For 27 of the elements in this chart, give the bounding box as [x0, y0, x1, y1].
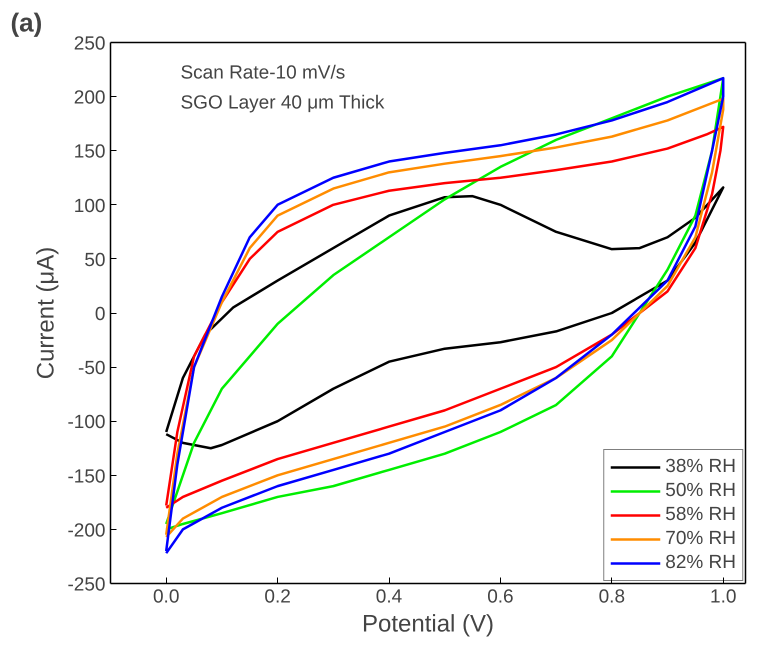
legend-label: 82% RH — [665, 552, 736, 574]
y-axis-title: Current (μA) — [32, 246, 60, 380]
legend-label: 38% RH — [665, 456, 736, 478]
y-tick-label: 250 — [74, 34, 106, 54]
y-tick-label: -150 — [67, 466, 106, 488]
y-tick-label: -200 — [67, 520, 106, 542]
x-tick-label: 0.4 — [376, 586, 403, 608]
x-tick-label: 0.8 — [598, 586, 626, 608]
text: (a) — [10, 8, 42, 38]
legend-label: 50% RH — [665, 480, 736, 502]
y-tick-label: 50 — [84, 250, 106, 271]
x-axis-title: Potential (V) — [362, 610, 494, 638]
y-tick-label: 200 — [74, 88, 106, 109]
x-tick-label: 1.0 — [710, 586, 736, 608]
y-tick-label: -250 — [67, 574, 106, 596]
y-tick-label: -100 — [67, 412, 106, 434]
y-tick-label: 0 — [94, 304, 106, 325]
y-tick-label: 150 — [74, 142, 106, 163]
legend-label: 58% RH — [665, 504, 736, 526]
y-tick-label: -50 — [78, 358, 106, 380]
annotation: SGO Layer 40 μm Thick — [180, 92, 385, 114]
legend-label: 70% RH — [665, 528, 736, 550]
x-tick-label: 0.6 — [487, 586, 514, 608]
x-tick-label: 0.2 — [264, 586, 291, 608]
y-tick-label: 100 — [74, 196, 106, 217]
annotation: Scan Rate-10 mV/s — [180, 62, 346, 84]
x-tick-label: 0.0 — [152, 586, 180, 608]
